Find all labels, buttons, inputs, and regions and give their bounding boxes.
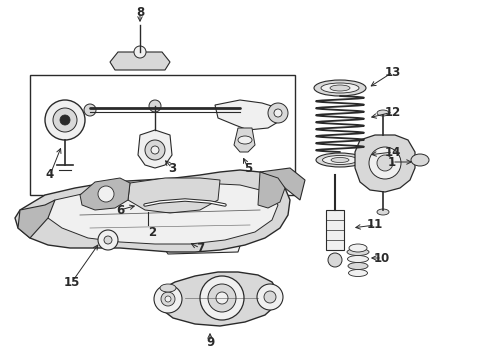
Polygon shape bbox=[160, 228, 242, 254]
Circle shape bbox=[165, 296, 171, 302]
Circle shape bbox=[98, 230, 118, 250]
Ellipse shape bbox=[330, 85, 350, 91]
Text: 2: 2 bbox=[148, 225, 156, 238]
Polygon shape bbox=[355, 135, 415, 192]
Ellipse shape bbox=[238, 136, 252, 144]
Text: 1: 1 bbox=[388, 156, 396, 168]
Text: 11: 11 bbox=[367, 219, 383, 231]
Polygon shape bbox=[80, 178, 130, 210]
Circle shape bbox=[98, 186, 114, 202]
Circle shape bbox=[369, 147, 401, 179]
Ellipse shape bbox=[160, 284, 176, 292]
Ellipse shape bbox=[347, 256, 368, 262]
Text: 7: 7 bbox=[196, 242, 204, 255]
Circle shape bbox=[222, 202, 228, 208]
Bar bbox=[30, 75, 295, 195]
Polygon shape bbox=[258, 172, 285, 208]
Circle shape bbox=[138, 198, 152, 212]
Circle shape bbox=[268, 103, 288, 123]
Polygon shape bbox=[215, 100, 282, 130]
Circle shape bbox=[218, 198, 232, 212]
Circle shape bbox=[134, 46, 146, 58]
Polygon shape bbox=[15, 170, 290, 252]
Circle shape bbox=[274, 109, 282, 117]
Circle shape bbox=[144, 221, 152, 229]
Circle shape bbox=[195, 236, 205, 246]
Circle shape bbox=[216, 239, 220, 243]
Circle shape bbox=[84, 104, 96, 116]
Text: 13: 13 bbox=[385, 66, 401, 78]
Text: 14: 14 bbox=[385, 145, 401, 158]
Ellipse shape bbox=[322, 156, 358, 165]
Text: 9: 9 bbox=[206, 336, 214, 348]
Polygon shape bbox=[234, 128, 255, 152]
Circle shape bbox=[104, 236, 112, 244]
Circle shape bbox=[257, 284, 283, 310]
Text: 3: 3 bbox=[168, 162, 176, 175]
Circle shape bbox=[200, 276, 244, 320]
Ellipse shape bbox=[377, 209, 389, 215]
Circle shape bbox=[60, 115, 70, 125]
Circle shape bbox=[149, 100, 161, 112]
Circle shape bbox=[142, 202, 148, 208]
Text: 15: 15 bbox=[64, 275, 80, 288]
Text: 10: 10 bbox=[374, 252, 390, 265]
Circle shape bbox=[264, 291, 276, 303]
Circle shape bbox=[328, 253, 342, 267]
Ellipse shape bbox=[411, 154, 429, 166]
Circle shape bbox=[151, 146, 159, 154]
Text: 8: 8 bbox=[136, 5, 144, 18]
Circle shape bbox=[377, 155, 393, 171]
Polygon shape bbox=[110, 52, 170, 70]
Ellipse shape bbox=[348, 270, 368, 276]
Circle shape bbox=[216, 292, 228, 304]
Polygon shape bbox=[260, 168, 305, 200]
Text: 6: 6 bbox=[116, 203, 124, 216]
Ellipse shape bbox=[321, 83, 359, 93]
Text: 5: 5 bbox=[244, 162, 252, 175]
Circle shape bbox=[213, 236, 223, 246]
Circle shape bbox=[45, 100, 85, 140]
Circle shape bbox=[53, 108, 77, 132]
Ellipse shape bbox=[316, 153, 364, 167]
Circle shape bbox=[145, 140, 165, 160]
Ellipse shape bbox=[331, 158, 349, 162]
Polygon shape bbox=[138, 130, 172, 168]
Circle shape bbox=[154, 285, 182, 313]
Text: 12: 12 bbox=[385, 105, 401, 118]
Circle shape bbox=[161, 292, 175, 306]
Ellipse shape bbox=[377, 110, 389, 116]
Circle shape bbox=[198, 239, 202, 243]
Bar bbox=[326, 210, 344, 250]
Text: 4: 4 bbox=[46, 168, 54, 181]
Polygon shape bbox=[46, 183, 278, 244]
Ellipse shape bbox=[348, 262, 368, 270]
Circle shape bbox=[234, 104, 246, 116]
Polygon shape bbox=[160, 272, 278, 326]
Polygon shape bbox=[128, 178, 220, 213]
Polygon shape bbox=[18, 200, 55, 238]
Ellipse shape bbox=[314, 80, 366, 96]
Ellipse shape bbox=[349, 244, 367, 252]
Circle shape bbox=[208, 284, 236, 312]
Circle shape bbox=[177, 236, 187, 246]
Circle shape bbox=[180, 239, 184, 243]
Ellipse shape bbox=[347, 248, 369, 256]
